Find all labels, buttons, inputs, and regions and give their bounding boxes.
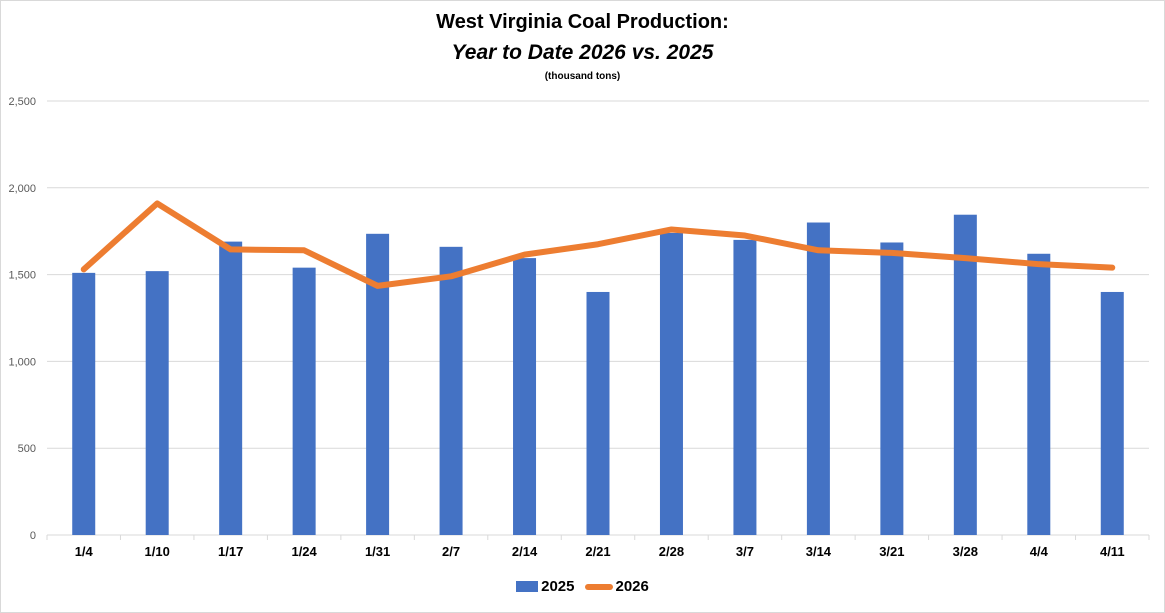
point-2026 <box>964 257 966 259</box>
bar-2025 <box>806 222 830 535</box>
legend-swatch-2025 <box>516 581 539 592</box>
x-tick-label: 2/14 <box>512 544 538 559</box>
bar-2025 <box>1027 253 1051 535</box>
legend: 2025 2026 <box>0 578 1165 595</box>
bar-2025 <box>145 271 169 535</box>
point-2026 <box>817 249 819 251</box>
line-2026 <box>80 200 1116 289</box>
bar-2025 <box>1100 291 1124 535</box>
chart-title: West Virginia Coal Production: <box>436 11 729 33</box>
x-axis: 1/4 1/10 1/17 1/24 1/31 2/7 2/14 2/21 2/28 3/7 3/1… <box>46 534 1150 559</box>
x-tick-label: 1/10 <box>145 544 170 559</box>
x-tick-label: 1/17 <box>218 544 243 559</box>
legend-item-2025: 2025 <box>516 578 575 595</box>
y-axis: 0 500 1,000 1,500 2,000 2,500 <box>8 96 36 542</box>
chart-title-line2: Year to Date 2026 vs. 2025 <box>451 41 714 64</box>
y-tick-label: 0 <box>30 530 36 542</box>
x-tick-label: 4/4 <box>1030 544 1049 559</box>
bar-2025 <box>659 232 683 535</box>
x-tick-label: 2/7 <box>442 544 460 559</box>
x-tick-label: 3/21 <box>879 544 904 559</box>
x-tick-label: 3/28 <box>953 544 978 559</box>
x-tick-label: 1/31 <box>365 544 390 559</box>
y-tick-label: 1,500 <box>8 270 36 282</box>
bar-2025 <box>72 272 96 535</box>
point-2026 <box>156 202 158 204</box>
y-tick-label: 2,500 <box>8 96 36 108</box>
x-tick-label: 1/4 <box>75 544 94 559</box>
bar-2025 <box>586 291 610 535</box>
point-2026 <box>670 228 672 230</box>
x-tick-label: 3/14 <box>806 544 832 559</box>
legend-item-2026: 2026 <box>579 578 649 595</box>
bar-2025 <box>292 267 316 535</box>
y-tick-label: 500 <box>18 443 36 455</box>
point-2026 <box>83 268 85 270</box>
point-2026 <box>597 243 599 245</box>
x-tick-label: 1/24 <box>291 544 317 559</box>
x-tick-label: 4/11 <box>1100 544 1125 559</box>
point-2026 <box>744 235 746 237</box>
bar-2025 <box>439 246 463 535</box>
x-tick-label: 3/7 <box>736 544 754 559</box>
point-2026 <box>1038 263 1040 265</box>
point-2026 <box>891 252 893 254</box>
bar-2025 <box>880 242 904 535</box>
bar-2025 <box>366 233 390 535</box>
bar-2025 <box>953 214 977 535</box>
point-2026 <box>303 249 305 251</box>
chart-subtitle: (thousand tons) <box>544 71 621 82</box>
bars-2025 <box>72 214 1124 535</box>
point-2026 <box>377 285 379 287</box>
bar-2025 <box>513 258 537 535</box>
bar-2025 <box>733 239 757 535</box>
x-tick-label: 2/21 <box>585 544 610 559</box>
point-2026 <box>230 248 232 250</box>
point-2026 <box>450 275 452 277</box>
x-tick-label: 2/28 <box>659 544 684 559</box>
legend-swatch-2026 <box>584 583 613 590</box>
y-tick-label: 2,000 <box>8 183 36 195</box>
legend-label-2026: 2026 <box>615 578 649 595</box>
point-2026 <box>524 254 526 256</box>
legend-label-2025: 2025 <box>541 578 575 595</box>
point-2026 <box>1111 267 1113 269</box>
y-tick-label: 1,000 <box>8 356 36 368</box>
bar-2025 <box>219 241 243 535</box>
